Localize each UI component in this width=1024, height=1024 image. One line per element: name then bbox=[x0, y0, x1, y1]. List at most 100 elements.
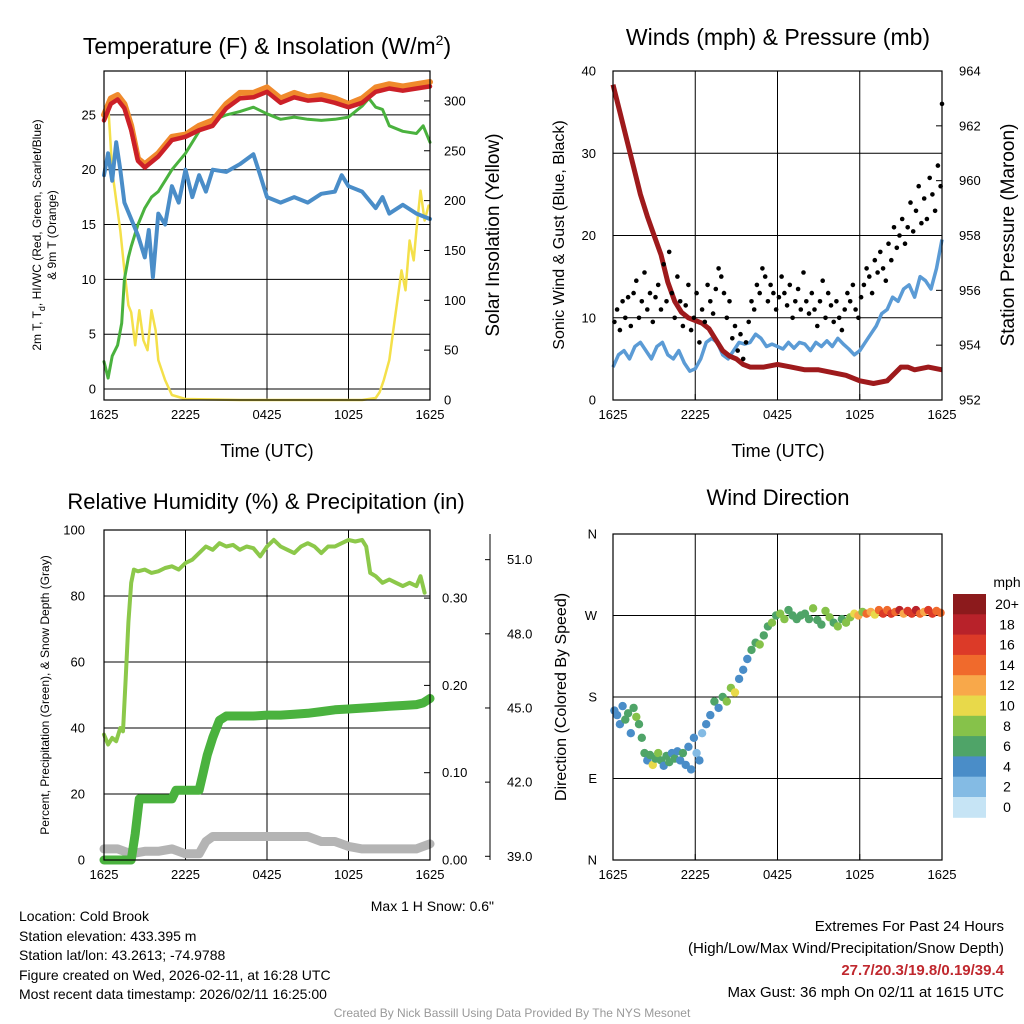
colorbar-swatch bbox=[953, 675, 986, 696]
temp-xlabel: Time (UTC) bbox=[220, 441, 313, 461]
temp-xtick-label: 1625 bbox=[90, 407, 119, 422]
wind-gust-point bbox=[886, 241, 891, 246]
colorbar-swatch bbox=[953, 715, 986, 737]
wind-gust-point bbox=[798, 307, 804, 312]
wind-gust-point bbox=[686, 282, 691, 288]
temp-ytick-label: 25 bbox=[82, 107, 96, 122]
rh-xtick-label: 2225 bbox=[171, 867, 200, 882]
wind-gust-point bbox=[806, 311, 812, 316]
dir-ytick-label: W bbox=[585, 608, 598, 623]
dir-point bbox=[689, 733, 699, 742]
wind-gust-point bbox=[899, 216, 905, 222]
wind-ytick-label: 40 bbox=[582, 64, 596, 79]
wind-gust-point bbox=[776, 294, 782, 300]
dir-point bbox=[692, 748, 701, 758]
wind-gust-point bbox=[779, 274, 784, 279]
wind-gust-point bbox=[908, 200, 913, 205]
dir-point bbox=[684, 742, 693, 751]
wind-gust-point bbox=[691, 315, 697, 321]
dir-xtick-label: 1625 bbox=[928, 867, 957, 882]
colorbar-swatch bbox=[953, 654, 986, 676]
wind-gust-point bbox=[836, 315, 842, 321]
wind-gust-point bbox=[820, 278, 825, 284]
rh-precip-tick-label: 0.30 bbox=[442, 591, 467, 606]
dir-point bbox=[743, 654, 752, 664]
temp-y2tick-label: 200 bbox=[444, 193, 466, 208]
wind-gust-point bbox=[804, 299, 809, 304]
wind-xtick-label: 1625 bbox=[928, 407, 957, 422]
rh-series-rh bbox=[102, 537, 427, 747]
temp-xtick-label: 1025 bbox=[334, 407, 363, 422]
wind-gust-point bbox=[924, 216, 930, 222]
temp-ylabel-2: & 9m T (Orange) bbox=[45, 190, 59, 280]
colorbar-label: 20+ bbox=[995, 596, 1019, 612]
rh-xtick-label: 1625 bbox=[90, 867, 119, 882]
wind-title: Winds (mph) & Pressure (mb) bbox=[626, 24, 930, 50]
wind-gust-point bbox=[773, 307, 779, 312]
dir-ytick-label: N bbox=[588, 527, 597, 542]
dir-ytick-label: N bbox=[588, 853, 597, 868]
wind-gust-point bbox=[708, 299, 713, 304]
wind-gust-point bbox=[631, 290, 636, 296]
wind-gust-point bbox=[645, 307, 650, 312]
wind-gust-point bbox=[628, 323, 634, 329]
wind-gust-point bbox=[768, 282, 773, 288]
station-elevation: Station elevation: 433.395 m bbox=[19, 927, 197, 944]
wind-gust-point bbox=[658, 307, 664, 312]
wind-gust-point bbox=[809, 290, 815, 296]
wind-gust-point bbox=[625, 294, 631, 300]
dir-title: Wind Direction bbox=[706, 485, 849, 510]
wind-gust-point bbox=[930, 192, 935, 197]
dir-plot-frame bbox=[612, 533, 943, 861]
wind-gust-point bbox=[727, 299, 732, 304]
dir-point bbox=[804, 614, 814, 624]
wind-gust-point bbox=[719, 274, 724, 279]
dir-point bbox=[706, 710, 715, 720]
wind-y2tick-label: 960 bbox=[959, 173, 981, 188]
wind-gust-point bbox=[793, 299, 798, 304]
wind-gust-point bbox=[699, 307, 705, 312]
wind-gust-point bbox=[782, 290, 787, 296]
wind-gust-point bbox=[664, 299, 669, 304]
temp-xtick-label: 2225 bbox=[171, 407, 200, 422]
wind-xlabel: Time (UTC) bbox=[731, 441, 824, 461]
dir-point bbox=[629, 703, 638, 713]
wind-gust-point bbox=[913, 208, 919, 214]
dir-xtick-label: 0425 bbox=[763, 867, 792, 882]
wind-xtick-label: 1025 bbox=[845, 407, 874, 422]
rh-ytick-label: 80 bbox=[71, 589, 85, 604]
temp-ytick-label: 20 bbox=[82, 162, 96, 177]
wind-ytick-label: 0 bbox=[589, 393, 596, 408]
snow-max-label: Max 1 H Snow: 0.6" bbox=[371, 898, 494, 914]
max-gust: Max Gust: 36 mph On 02/11 at 1615 UTC bbox=[727, 984, 1004, 1001]
temp-series-hi-wc bbox=[102, 140, 432, 280]
dir-point bbox=[722, 697, 731, 706]
wind-ytick-label: 20 bbox=[582, 228, 596, 243]
dir-point bbox=[767, 618, 777, 627]
rh-ytick-label: 20 bbox=[71, 787, 85, 802]
wind-gust-point bbox=[702, 319, 708, 325]
wind-gust-point bbox=[812, 307, 817, 312]
wind-ytick-label: 10 bbox=[582, 310, 596, 325]
colorbar-label: 6 bbox=[1003, 738, 1011, 754]
wind-gust-point bbox=[716, 266, 721, 271]
temp-y2tick-label: 150 bbox=[444, 243, 466, 258]
colorbar-swatch bbox=[953, 776, 986, 798]
wind-gust-point bbox=[880, 266, 886, 271]
wind-gust-point bbox=[647, 290, 653, 296]
wind-gust-point bbox=[823, 315, 828, 321]
wind-gust-point bbox=[927, 175, 932, 181]
wind-gust-point bbox=[878, 249, 883, 255]
wind-y2tick-label: 952 bbox=[959, 393, 981, 408]
wind-y2tick-label: 958 bbox=[959, 228, 981, 243]
wind-ytick-label: 30 bbox=[582, 146, 596, 161]
dir-point bbox=[714, 703, 723, 713]
wind-gust-point bbox=[614, 307, 620, 312]
rh-xtick-label: 1625 bbox=[416, 867, 445, 882]
temp-ytick-label: 10 bbox=[82, 272, 96, 287]
wind-gust-point bbox=[697, 340, 702, 345]
wind-y2tick-label: 962 bbox=[959, 118, 981, 133]
extremes-title: Extremes For Past 24 Hours bbox=[814, 918, 1004, 935]
colorbar-swatch bbox=[953, 614, 986, 636]
